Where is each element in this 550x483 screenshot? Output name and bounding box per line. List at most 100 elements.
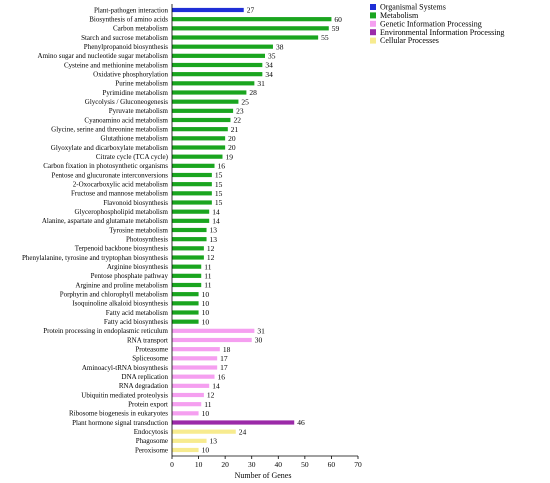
legend-label: Cellular Processes (380, 36, 439, 45)
category-label: Tyrosine metabolism (109, 226, 168, 234)
bar (172, 81, 255, 86)
value-label: 12 (207, 253, 215, 262)
category-label: Phenylpropanoid biosynthesis (84, 43, 168, 51)
value-label: 23 (236, 106, 244, 115)
category-label: Protein processing in endoplasmic reticu… (43, 327, 168, 335)
value-label: 11 (204, 281, 211, 290)
x-tick-label: 0 (170, 460, 174, 469)
value-label: 35 (268, 51, 276, 60)
value-label: 13 (210, 235, 218, 244)
category-label: Starch and sucrose metabolism (81, 34, 168, 42)
category-label: Phenylalanine, tyrosine and tryptophan b… (22, 254, 168, 262)
value-label: 31 (257, 79, 265, 88)
value-label: 10 (202, 446, 210, 455)
x-tick-label: 60 (328, 460, 336, 469)
category-label: Glycine, serine and threonine metabolism (51, 126, 168, 134)
category-label: Glutathione metabolism (101, 135, 169, 143)
value-label: 24 (239, 427, 247, 436)
value-label: 10 (202, 290, 210, 299)
bar (172, 319, 199, 324)
value-label: 25 (241, 97, 249, 106)
value-label: 15 (215, 180, 223, 189)
category-label: Phagosome (136, 437, 168, 445)
value-label: 13 (210, 226, 218, 235)
bar (172, 310, 199, 315)
value-label: 20 (228, 143, 236, 152)
value-label: 12 (207, 391, 215, 400)
legend-swatch (370, 37, 376, 44)
category-label: Aminoacyl-tRNA biosynthesis (82, 364, 168, 372)
bar (172, 145, 226, 150)
value-label: 20 (228, 134, 236, 143)
category-label: Proteasome (135, 346, 168, 354)
value-label: 11 (204, 271, 211, 280)
category-label: Oxidative phosphorylation (93, 71, 168, 79)
bars-group (172, 7, 332, 453)
bar (172, 347, 220, 352)
category-label: Biosynthesis of amino acids (89, 16, 168, 24)
category-label: Plant hormone signal transduction (72, 419, 168, 427)
value-label: 55 (321, 33, 329, 42)
category-label: Peroxisome (135, 446, 168, 454)
category-label: Alanine, aspartate and glutamate metabol… (42, 217, 169, 225)
bar (172, 411, 199, 416)
value-label: 11 (204, 400, 211, 409)
category-label: Porphyrin and chlorophyll metabolism (60, 291, 169, 299)
bar (172, 136, 226, 141)
category-label: Fatty acid metabolism (106, 309, 169, 317)
bar (172, 227, 207, 233)
value-label: 14 (212, 216, 220, 225)
value-label: 14 (212, 381, 220, 390)
x-tick-label: 50 (301, 460, 309, 469)
bar (172, 218, 210, 223)
category-label: Carbon fixation in photosynthetic organi… (43, 162, 168, 170)
x-tick-label: 70 (354, 460, 362, 469)
category-label: Citrate cycle (TCA cycle) (96, 153, 169, 161)
bar (172, 420, 295, 425)
legend-swatch (370, 29, 376, 36)
bar (172, 337, 252, 343)
value-label: 13 (210, 436, 218, 445)
value-label: 10 (202, 308, 210, 317)
bar (172, 26, 329, 31)
value-label: 11 (204, 262, 211, 271)
bar (172, 392, 204, 398)
bar (172, 402, 202, 407)
bar (172, 35, 319, 40)
bar (172, 356, 218, 361)
category-label: Fatty acid biosynthesis (104, 318, 168, 326)
bar (172, 108, 234, 113)
category-label: Terpenoid backbone biosynthesis (75, 245, 168, 253)
bar (172, 99, 239, 104)
category-label: Isoquinoline alkaloid biosynthesis (72, 300, 168, 308)
category-label: Glycerophospholipid metabolism (74, 208, 168, 216)
category-label: Amino sugar and nucleotide sugar metabol… (38, 52, 169, 60)
x-tick-label: 20 (221, 460, 229, 469)
value-label: 46 (297, 418, 305, 427)
value-label: 59 (332, 24, 340, 33)
legend-swatch (370, 20, 376, 27)
bar (172, 374, 215, 379)
bar (172, 117, 231, 123)
value-label: 10 (202, 299, 210, 308)
bar (172, 90, 247, 95)
value-label: 15 (215, 171, 223, 180)
value-label: 15 (215, 189, 223, 198)
category-label: Glycolysis / Gluconeogenesis (85, 98, 168, 106)
category-label: Cysteine and methionine metabolism (64, 61, 169, 69)
bar (172, 438, 207, 443)
value-label: 19 (225, 152, 233, 161)
bar (172, 264, 202, 269)
value-label: 16 (218, 372, 226, 381)
category-label: Fructose and mannose metabolism (71, 190, 169, 198)
category-label: Carbon metabolism (113, 25, 169, 33)
category-label: Pentose phosphate pathway (91, 272, 169, 280)
value-label: 22 (233, 116, 241, 125)
bar (172, 191, 212, 196)
bar (172, 62, 263, 68)
legend-label: Metabolism (380, 11, 419, 20)
value-label: 34 (265, 61, 273, 70)
value-label: 16 (218, 161, 226, 170)
bar (172, 429, 236, 434)
